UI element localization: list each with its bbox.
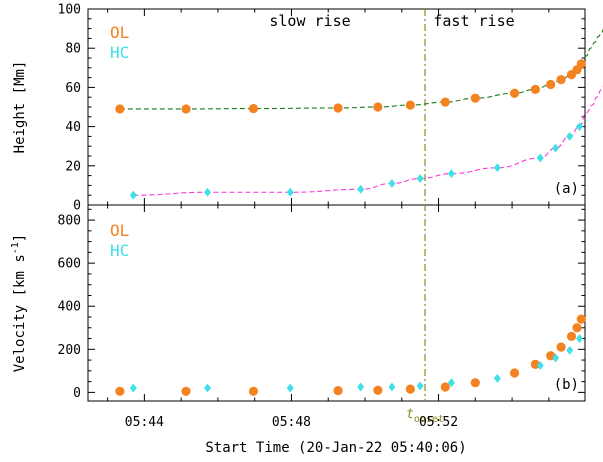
data-point-ol	[405, 384, 415, 394]
data-point-ol	[556, 74, 566, 85]
data-point-hc	[388, 179, 396, 188]
panel-b-frame	[87, 204, 586, 402]
phase-label-fast-rise: fast rise	[433, 12, 514, 30]
data-point-ol	[181, 386, 191, 396]
y-tick-label: 0	[73, 199, 81, 214]
data-point-ol	[572, 323, 582, 333]
marks-layer	[115, 59, 586, 396]
phase-label-slow-rise: slow rise	[269, 12, 350, 30]
data-point-hc	[129, 190, 137, 200]
data-point-ol	[576, 314, 586, 324]
onset-label-sub: onset	[414, 414, 444, 425]
onset-label: tonset	[406, 407, 444, 425]
data-point-ol	[440, 97, 450, 107]
x-tick-label: 05:48	[272, 415, 311, 430]
data-point-hc	[493, 373, 501, 383]
data-point-hc	[552, 353, 560, 363]
data-point-hc	[447, 169, 455, 179]
data-point-hc	[286, 383, 294, 393]
fit-curve-hc	[133, 85, 603, 196]
x-axis-title: Start Time (20-Jan-22 05:40:06)	[205, 440, 466, 456]
data-point-ol	[115, 104, 125, 114]
ticks-layer: 05:44 05:48 05:52 0 20 40 60 80 100 0 200 400 600 800	[58, 3, 585, 430]
y-tick-label: 400	[58, 300, 81, 315]
y-tick-label: 100	[58, 3, 81, 18]
data-point-hc	[357, 382, 365, 392]
data-point-ol	[530, 84, 540, 94]
x-tick-label: 05:52	[419, 415, 458, 430]
legend-label-ol: OL	[110, 23, 129, 42]
y-axis-title-height: Height [Mm]	[12, 61, 28, 154]
onset-label-main: t	[406, 407, 414, 422]
data-point-ol	[181, 104, 191, 114]
data-point-ol	[509, 88, 520, 98]
y-tick-label: 0	[73, 386, 81, 401]
y-tick-label: 80	[65, 42, 81, 57]
legend-label-hc: HC	[110, 43, 129, 62]
data-point-hc	[536, 361, 544, 370]
data-point-ol	[440, 382, 450, 392]
data-point-hc	[129, 383, 137, 393]
data-point-hc	[286, 187, 294, 197]
data-point-hc	[566, 132, 574, 141]
y-axis-title-velocity-exponent: -1	[10, 242, 21, 254]
data-point-ol	[470, 93, 480, 103]
y-tick-label: 200	[58, 343, 81, 358]
panel-tag-b: (b)	[554, 377, 579, 393]
data-point-hc	[493, 163, 501, 173]
fit-curve-ol	[119, 28, 603, 110]
y-tick-label: 600	[58, 257, 81, 272]
data-point-hc	[416, 381, 424, 391]
y-tick-label: 40	[65, 120, 81, 135]
y-tick-label: 800	[58, 214, 81, 229]
data-point-hc	[416, 174, 424, 183]
y-tick-label: 20	[65, 159, 81, 174]
data-point-ol	[470, 378, 480, 388]
data-point-hc	[552, 143, 560, 153]
data-point-ol	[405, 100, 415, 110]
data-point-ol	[248, 386, 259, 396]
y-tick-label: 60	[65, 81, 81, 96]
data-point-ol	[373, 385, 383, 395]
data-point-hc	[447, 378, 455, 388]
data-point-ol	[509, 368, 520, 378]
data-point-ol	[576, 59, 586, 69]
data-point-ol	[556, 342, 566, 352]
data-point-ol	[333, 386, 343, 396]
data-point-ol	[566, 331, 577, 341]
legend-label-hc: HC	[110, 241, 129, 260]
data-point-ol	[333, 103, 343, 113]
data-point-ol	[530, 359, 540, 369]
legend-panel-a: OL HC	[110, 23, 129, 62]
data-point-hc	[357, 184, 365, 194]
data-point-hc	[575, 334, 584, 343]
fits-layer	[119, 28, 603, 196]
legend-label-ol: OL	[110, 221, 129, 240]
y-axis-title-velocity: Velocity [km s-1]	[10, 234, 28, 373]
data-point-hc	[566, 345, 574, 355]
data-point-ol	[248, 103, 259, 114]
data-point-ol	[115, 386, 125, 396]
data-point-hc	[575, 122, 584, 131]
y-axis-title-velocity-close: ]	[12, 234, 28, 242]
data-point-ol	[546, 79, 556, 90]
data-point-hc	[536, 153, 544, 163]
data-point-hc	[203, 383, 212, 393]
data-point-hc	[388, 382, 396, 392]
data-point-hc	[203, 187, 212, 197]
data-point-ol	[373, 102, 383, 112]
legend-panel-b: OL HC	[110, 221, 129, 260]
x-tick-label: 05:44	[125, 415, 164, 430]
y-axis-title-velocity-main: Velocity [km s	[12, 254, 28, 372]
panel-tag-a: (a)	[554, 181, 579, 197]
